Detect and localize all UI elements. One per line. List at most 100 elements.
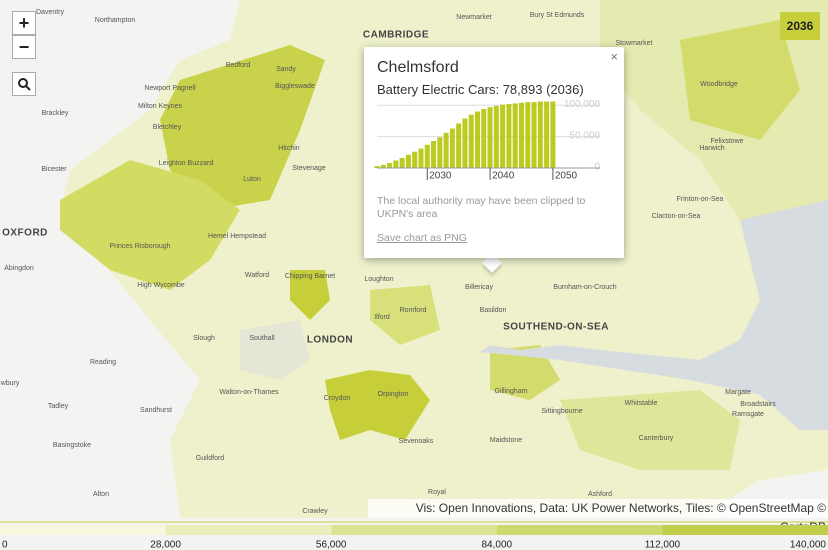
bar	[387, 162, 393, 168]
bar	[418, 148, 424, 168]
search-icon	[18, 78, 31, 91]
legend-swatch	[0, 525, 166, 535]
place-label: wbury	[0, 380, 20, 387]
bar	[437, 137, 443, 168]
place-label: SOUTHEND-ON-SEA	[503, 322, 609, 333]
place-label: Gillingham	[494, 388, 527, 395]
x-tick-label: 2030	[429, 171, 452, 182]
place-label: Northampton	[95, 17, 136, 24]
popup-title: Chelmsford	[377, 59, 459, 76]
legend-swatch	[496, 525, 663, 535]
place-label: Princes Risborough	[109, 243, 170, 250]
chart-title: Battery Electric Cars: 78,893 (2036)	[377, 82, 584, 97]
y-tick-label: 50,000	[569, 130, 600, 141]
legend-label: 112,000	[645, 540, 681, 550]
legend-swatch	[662, 525, 828, 535]
bar	[493, 105, 499, 168]
place-label: Clacton-on-Sea	[652, 213, 701, 220]
region	[325, 370, 430, 440]
legend-label: 140,000	[790, 540, 827, 550]
legend: 0 28,000 56,000 84,000 112,000 140,000	[0, 521, 828, 550]
place-label: Milton Keynes	[138, 103, 182, 110]
place-label: Orpington	[378, 391, 409, 398]
place-label: Chipping Barnet	[285, 273, 335, 280]
place-label: Southall	[249, 335, 275, 342]
bar	[443, 132, 449, 168]
place-label: Hemel Hempstead	[208, 233, 266, 240]
place-label: Bury St Edmunds	[530, 12, 585, 19]
region	[370, 285, 440, 345]
place-label: Crawley	[302, 508, 328, 515]
chart: 0 50,000 100,000 2030 2040 2050	[374, 99, 601, 182]
bar	[525, 102, 531, 168]
bar	[399, 157, 405, 168]
place-label: Bletchley	[153, 124, 182, 131]
place-label: Broadstairs	[740, 401, 776, 408]
place-label: Slough	[193, 335, 215, 342]
place-label: Ashford	[588, 491, 612, 498]
place-label: Brackley	[42, 110, 69, 117]
y-tick-label: 0	[594, 162, 600, 173]
place-label: Alton	[93, 491, 109, 498]
close-button[interactable]: ×	[610, 49, 618, 64]
place-label: Maidstone	[490, 437, 522, 444]
place-label: Abingdon	[4, 265, 34, 272]
place-label: Canterbury	[639, 435, 674, 442]
place-label: Ramsgate	[732, 411, 764, 418]
legend-label: 0	[2, 540, 8, 550]
region	[160, 45, 325, 210]
place-label: Basildon	[480, 307, 507, 314]
x-tick-label: 2040	[492, 171, 515, 182]
legend-label: 84,000	[482, 540, 513, 550]
y-tick-label: 100,000	[564, 99, 601, 110]
bar	[449, 128, 455, 168]
place-label: Billericay	[465, 284, 494, 291]
bar	[487, 107, 493, 168]
place-label: Newport Pagnell	[144, 85, 196, 92]
place-label: LONDON	[307, 335, 353, 346]
place-label: OXFORD	[2, 228, 48, 239]
place-label: Luton	[243, 176, 261, 183]
place-label: Newmarket	[456, 14, 491, 21]
place-label: Loughton	[364, 276, 393, 283]
place-label: Guildford	[196, 455, 225, 462]
sea	[480, 300, 828, 430]
search-button[interactable]	[12, 72, 36, 96]
place-label: Reading	[90, 359, 116, 366]
bar	[405, 154, 411, 168]
zoom-out-button[interactable]: −	[12, 35, 36, 59]
place-label: Harwich	[699, 145, 724, 152]
place-label: Burnham-on-Crouch	[553, 284, 617, 291]
place-label: Margate	[725, 389, 751, 396]
bar	[531, 102, 537, 168]
x-tick-label: 2050	[555, 171, 578, 182]
popup: Chelmsford × Battery Electric Cars: 78,8…	[364, 47, 624, 258]
urban	[240, 320, 310, 380]
place-label: Biggleswade	[275, 83, 315, 90]
legend-label: 28,000	[150, 540, 181, 550]
region	[560, 390, 740, 470]
place-label: Sittingbourne	[541, 408, 582, 415]
place-label: Bedford	[226, 62, 251, 69]
place-label: Whitstable	[625, 400, 658, 407]
bar	[393, 160, 399, 168]
year-badge: 2036	[780, 12, 820, 40]
region	[490, 345, 560, 400]
place-label: Sandy	[276, 66, 296, 73]
place-label: Hitchin	[278, 145, 300, 152]
save-link[interactable]: Save chart as PNG	[377, 232, 467, 244]
region	[290, 270, 330, 320]
bar	[468, 114, 474, 168]
bar	[537, 101, 543, 168]
bar	[518, 102, 524, 168]
zoom-in-button[interactable]: +	[12, 11, 36, 35]
place-label: Sevenoaks	[399, 438, 434, 445]
place-label: Stowmarket	[616, 40, 653, 47]
place-label: High Wycombe	[137, 282, 185, 289]
bar	[512, 103, 518, 168]
bar	[481, 109, 487, 168]
bar	[506, 104, 512, 168]
place-label: Sandhurst	[140, 407, 172, 414]
bar	[474, 111, 481, 168]
place-label: Basingstoke	[53, 442, 91, 449]
